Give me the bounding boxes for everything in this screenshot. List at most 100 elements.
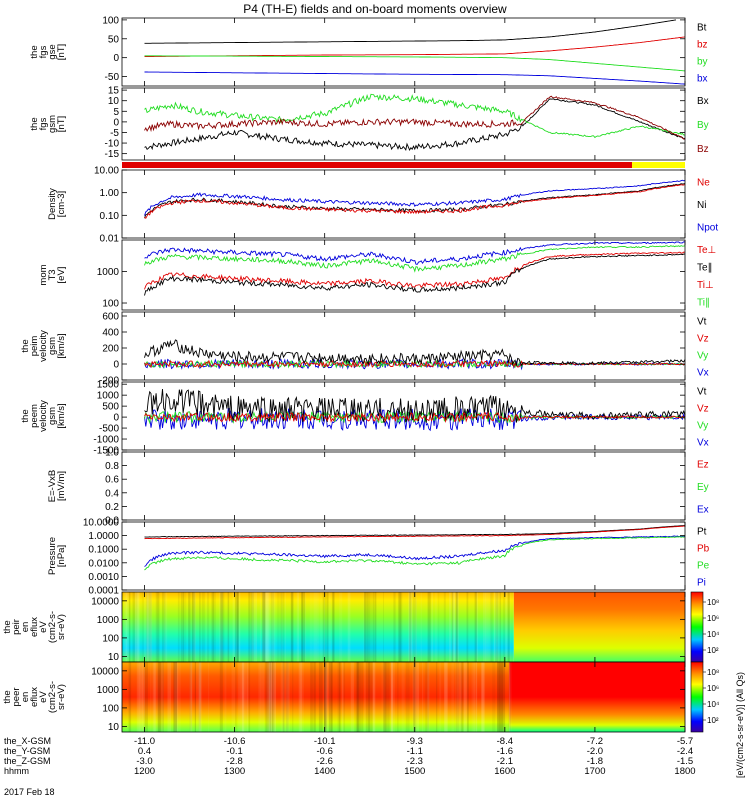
heatmap-10-texture: [455, 662, 459, 732]
heatmap-10-texture: [238, 662, 241, 732]
heatmap-10-texture: [272, 662, 276, 732]
heatmap-9-texture: [235, 592, 238, 662]
series-line-bx: [144, 71, 686, 85]
heatmap-9-late: [513, 592, 685, 662]
heatmap-10-texture: [508, 662, 511, 732]
heatmap-9-texture: [393, 592, 396, 662]
heatmap-9-texture: [227, 592, 230, 662]
heatmap-10-texture: [381, 662, 386, 732]
heatmap-9-texture: [363, 592, 366, 662]
series-line-Te∥: [144, 253, 686, 296]
orbit-value: 1300: [224, 766, 245, 777]
legend-entry-bx: bx: [697, 74, 708, 85]
heatmap-10-texture: [161, 662, 164, 732]
colorbar-lower-gradient: [690, 661, 704, 733]
heatmap-10-texture: [373, 662, 376, 732]
heatmap-9-texture: [497, 592, 501, 662]
orbit-value: -1.6: [497, 746, 513, 757]
heatmap-10-texture: [270, 662, 273, 732]
ylabel-line: eV: [38, 691, 49, 703]
panel-frame: [121, 17, 686, 87]
legend-entry-Ni: Ni: [697, 200, 706, 211]
heatmap-9-texture: [363, 592, 365, 662]
heatmap-9-texture: [301, 592, 306, 662]
heatmap-9-texture: [455, 592, 458, 662]
orbit-value: 1800: [674, 766, 695, 777]
ytick-label: 400: [102, 328, 119, 339]
heatmap-9-texture: [438, 592, 440, 662]
ylabel-line: E=-VxB: [47, 470, 58, 502]
heatmap-10-texture: [401, 662, 405, 732]
ytick-label: 1.00: [100, 188, 120, 199]
heatmap-10-texture: [299, 662, 304, 732]
flag-bar-red: [122, 162, 632, 168]
ylabel-line: the: [2, 620, 13, 633]
heatmap-9-texture: [373, 592, 377, 662]
heatmap-9-texture: [451, 592, 454, 662]
heatmap-10-texture: [499, 662, 502, 732]
heatmap-10-texture: [476, 662, 478, 732]
heatmap-9-texture: [155, 592, 160, 662]
legend-entry-bz: bz: [697, 40, 708, 51]
ylabel-line: Density: [47, 188, 58, 220]
ylabel-line: eV: [38, 621, 49, 633]
heatmap-10-texture: [143, 662, 145, 732]
heatmap-9-texture: [332, 592, 334, 662]
heatmap-10-texture: [150, 662, 152, 732]
legend-entry-Ti⊥: Ti⊥: [697, 280, 714, 291]
orbit-value: -10.6: [224, 736, 246, 747]
heatmap-9-texture: [486, 592, 490, 662]
ylabel-line: velocity: [38, 400, 49, 432]
panel-9: 10000 1000 100 10 thepeirenefluxeV(cm2-s-sr-…: [2, 591, 686, 663]
heatmap-10-texture: [337, 662, 341, 732]
heatmap-10-texture: [383, 662, 387, 732]
heatmap-9-texture: [281, 592, 285, 662]
legend-entry-Vx: Vx: [697, 438, 709, 449]
ytick-label: 1000: [97, 267, 120, 278]
heatmap-10-texture: [459, 662, 462, 732]
panel-8: 10.0000 1.0000 0.1000 0.0100 0.0010 0.0001 Pre…: [47, 518, 710, 597]
heatmap-9-texture: [201, 592, 205, 662]
heatmap-10-texture: [343, 662, 346, 732]
heatmap-9-texture: [322, 592, 326, 662]
legend-entry-Vy: Vy: [697, 351, 708, 362]
heatmap-9-texture: [408, 592, 410, 662]
series-line-Vt: [144, 339, 686, 367]
heatmap-10-texture: [139, 662, 143, 732]
ylabel-line: gse: [47, 44, 58, 59]
heatmap-9-texture: [150, 592, 153, 662]
heatmap-9-texture: [279, 592, 282, 662]
heatmap-9-texture: [248, 592, 251, 662]
orbit-value: 1600: [494, 766, 515, 777]
heatmap-9-texture: [453, 592, 456, 662]
heatmap-10-texture: [369, 662, 373, 732]
heatmap-9-texture: [235, 592, 239, 662]
series-line-Vt: [144, 388, 686, 424]
heatmap-9-texture: [193, 592, 196, 662]
heatmap-10-texture: [282, 662, 284, 732]
colorbar-tick-label: 10⁶: [707, 684, 719, 693]
heatmap-10-late: [509, 662, 685, 732]
ytick-label: 0.0100: [88, 558, 119, 569]
heatmap-9-texture: [251, 592, 256, 662]
ytick-label: 0: [113, 360, 119, 371]
heatmap-9-texture: [266, 592, 269, 662]
heatmap-10-texture: [283, 662, 285, 732]
heatmap-10-texture: [492, 662, 496, 732]
heatmap-10-texture: [383, 662, 387, 732]
ytick-label: 0.6: [105, 475, 119, 486]
ytick-label: 50: [108, 34, 120, 45]
colorbar-upper: [690, 591, 704, 663]
ylabel-line: gsm: [47, 337, 58, 355]
heatmap-9-texture: [163, 592, 168, 662]
legend-entry-Pt: Pt: [697, 527, 707, 538]
heatmap-10-texture: [338, 662, 341, 732]
ytick-label: 600: [102, 312, 119, 323]
heatmap-9-texture: [212, 592, 216, 662]
heatmap-9-texture: [296, 592, 300, 662]
heatmap-10-texture: [444, 662, 448, 732]
ylabel-line: [nT]: [56, 116, 67, 132]
colorbar-tick-label: 10⁶: [707, 614, 719, 623]
